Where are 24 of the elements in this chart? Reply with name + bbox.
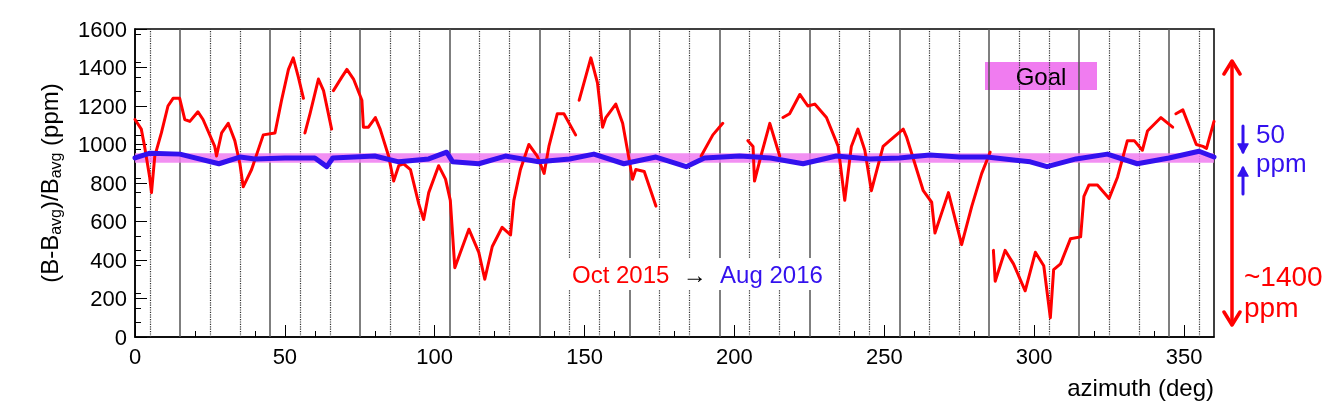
y-tick-label: 1000 <box>78 132 127 157</box>
y-tick-label: 800 <box>90 170 127 196</box>
y-tick-label: 400 <box>90 247 127 273</box>
text: Oct 2015 <box>572 260 670 288</box>
y-tick-label: 1400 <box>78 55 127 80</box>
annotation: → <box>682 260 707 288</box>
y-axis-title: (B-Bavg)/Bavg (ppm) <box>35 83 64 283</box>
x-tick-label: 200 <box>716 343 753 369</box>
x-tick-label: 300 <box>1015 343 1053 369</box>
x-axis-title: azimuth (deg) <box>1067 373 1214 401</box>
y-tick-label: 0 <box>114 324 127 350</box>
text: 50 ppm <box>1256 119 1308 178</box>
y-tick-label: 1600 <box>78 16 127 42</box>
x-tick-label: 100 <box>416 343 454 369</box>
y-tick-label: 1200 <box>78 93 127 119</box>
text: Aug 2016 <box>720 260 823 288</box>
x-tick-label: 150 <box>566 343 603 369</box>
y-tick-label: 200 <box>90 286 127 311</box>
text: ~1400 ppm <box>1244 261 1324 324</box>
y-tick-label: 600 <box>90 209 127 234</box>
x-tick-label: 50 <box>272 343 298 369</box>
x-tick-label: 250 <box>865 343 903 369</box>
x-tick-label: 350 <box>1165 343 1203 369</box>
band-label: Goal <box>1015 62 1067 90</box>
